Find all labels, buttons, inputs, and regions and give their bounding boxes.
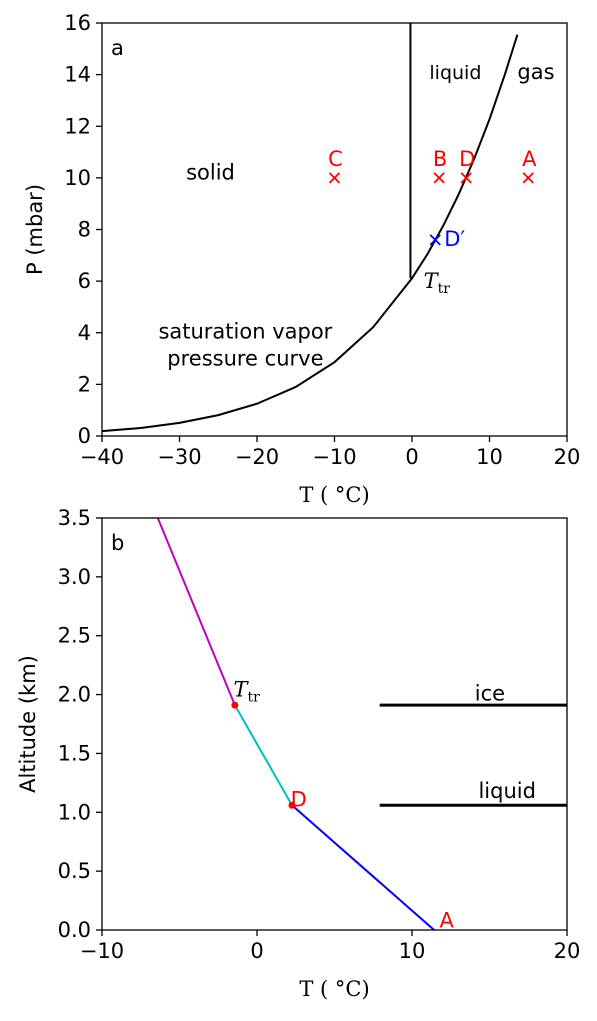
point-b: B	[433, 147, 447, 184]
region-label: saturation vapor	[158, 319, 332, 343]
x-tick-label: 20	[554, 445, 581, 469]
y-axis-label: P (mbar)	[23, 184, 47, 275]
x-tick-label: −20	[235, 445, 279, 469]
point-d-prime: D′	[429, 227, 465, 251]
y-tick-label: 1.0	[58, 800, 91, 824]
point-marker-stroke	[433, 172, 445, 184]
triple-point-sub: tr	[248, 690, 261, 706]
y-tick-label: 2.5	[58, 624, 91, 648]
x-axis-label: T ( °C)	[299, 483, 369, 507]
point-a: A	[522, 147, 537, 184]
x-tick-label: −30	[157, 445, 201, 469]
y-tick-label: 3.5	[58, 506, 91, 530]
y-tick-label: 3.0	[58, 565, 91, 589]
panel-a: −40 −30 −20 −10 0 10 20 0 2 4 6 8 10 12 14 16 T ( °C) P (…	[23, 11, 580, 507]
triple-point-sub: tr	[438, 281, 451, 297]
x-tick-label: 0	[250, 939, 263, 963]
panel-tag: a	[111, 36, 124, 60]
point-label: D′	[444, 227, 465, 251]
y-tick-label: 0.0	[58, 918, 91, 942]
x-tick-label: −40	[80, 445, 124, 469]
point-label: C	[328, 147, 343, 171]
profile-segment-blue	[291, 804, 435, 930]
triple-point-label: Ttr	[234, 678, 261, 706]
profile-point-marker	[231, 701, 239, 709]
point-label: D	[459, 147, 475, 171]
y-tick-label: 2.0	[58, 683, 91, 707]
plot-frame-a	[101, 22, 568, 437]
region-label: pressure curve	[167, 347, 323, 371]
y-tick-label: 12	[64, 114, 91, 138]
y-tick-label: 2	[78, 372, 91, 396]
annotation-d: D	[291, 787, 307, 811]
plot-area-b	[156, 518, 567, 930]
y-axis-label: Altitude (km)	[16, 655, 40, 793]
triple-point-T: T	[234, 678, 250, 702]
y-tick-label: 10	[64, 166, 91, 190]
region-label: solid	[186, 161, 235, 185]
annotation-a: A	[439, 909, 454, 933]
y-tick-label: 0	[78, 424, 91, 448]
point-d: D	[459, 147, 475, 184]
y-tick-label: 16	[64, 11, 91, 35]
panel-tag: b	[111, 531, 124, 555]
point-marker-stroke	[429, 234, 441, 246]
y-tick-label: 6	[78, 269, 91, 293]
profile-segment-magenta	[156, 518, 236, 706]
y-tick-label: 0.5	[58, 859, 91, 883]
saturation-vapor-pressure-curve	[102, 34, 519, 433]
x-tick-label: 0	[405, 445, 418, 469]
region-label: liquid	[429, 62, 481, 84]
profile-point-marker	[288, 801, 296, 809]
triple-point-T: T	[424, 269, 440, 293]
plot-area-a	[102, 23, 519, 433]
y-tick-label: 1.5	[58, 741, 91, 765]
point-c: C	[328, 147, 343, 184]
x-tick-label: 10	[476, 445, 503, 469]
point-marker-stroke	[460, 172, 472, 184]
x-axis-label: T ( °C)	[299, 977, 369, 1001]
point-marker-stroke	[328, 172, 341, 184]
profile-segment-cyan	[233, 704, 293, 806]
level-label-ice: ice	[475, 681, 505, 705]
y-tick-label: 8	[78, 218, 91, 242]
x-tick-label: 10	[399, 939, 426, 963]
plot-frame-b	[101, 517, 568, 931]
region-label: gas	[517, 60, 554, 84]
point-label: B	[433, 147, 447, 171]
y-tick-label: 4	[78, 321, 91, 345]
y-tick-label: 14	[64, 63, 91, 87]
point-label: A	[522, 147, 537, 171]
x-tick-label: −10	[312, 445, 356, 469]
x-tick-label: −10	[80, 939, 124, 963]
panel-b: −10 0 10 20 0.0 0.5 1.0 1.5 2.0 2.5 3.0 3.5 T ( °C) A…	[16, 506, 580, 1001]
triple-point-label: Ttr	[424, 269, 451, 297]
level-label-liquid: liquid	[478, 779, 535, 803]
point-marker-stroke	[522, 172, 534, 184]
x-tick-label: 20	[554, 939, 581, 963]
